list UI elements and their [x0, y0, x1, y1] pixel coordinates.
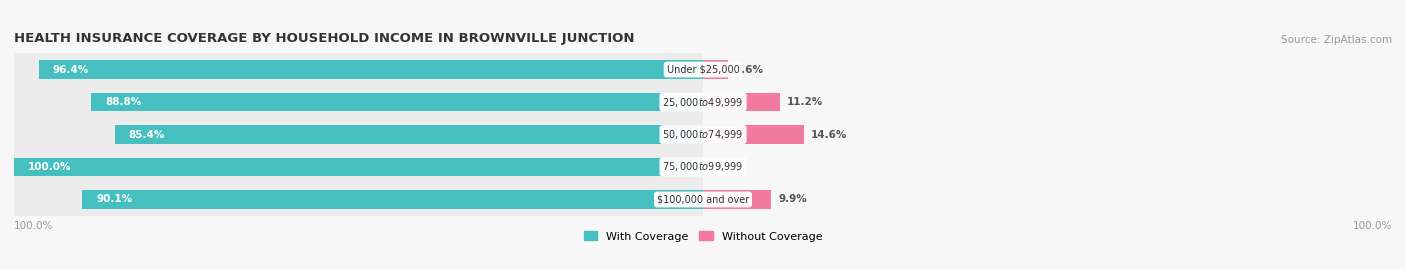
Text: 90.1%: 90.1% — [96, 194, 132, 204]
Bar — [115, 125, 703, 144]
Text: Source: ZipAtlas.com: Source: ZipAtlas.com — [1281, 35, 1392, 45]
Bar — [703, 93, 780, 111]
Bar — [91, 93, 703, 111]
Text: 14.6%: 14.6% — [810, 129, 846, 140]
Text: 88.8%: 88.8% — [105, 97, 141, 107]
Bar — [14, 118, 703, 151]
Bar — [703, 125, 804, 144]
Text: $75,000 to $99,999: $75,000 to $99,999 — [662, 161, 744, 174]
Text: 0.0%: 0.0% — [710, 162, 740, 172]
Bar — [14, 151, 703, 183]
Text: $100,000 and over: $100,000 and over — [657, 194, 749, 204]
Bar — [14, 158, 703, 176]
Bar — [14, 183, 703, 216]
Bar — [14, 53, 703, 86]
Text: 96.4%: 96.4% — [52, 65, 89, 75]
Text: 100.0%: 100.0% — [1353, 221, 1392, 231]
Bar — [703, 60, 728, 79]
Text: HEALTH INSURANCE COVERAGE BY HOUSEHOLD INCOME IN BROWNVILLE JUNCTION: HEALTH INSURANCE COVERAGE BY HOUSEHOLD I… — [14, 32, 634, 45]
Text: 3.6%: 3.6% — [735, 65, 763, 75]
Text: 100.0%: 100.0% — [28, 162, 72, 172]
Text: 100.0%: 100.0% — [14, 221, 53, 231]
Bar — [14, 86, 703, 118]
Text: $50,000 to $74,999: $50,000 to $74,999 — [662, 128, 744, 141]
Bar — [39, 60, 703, 79]
Text: 11.2%: 11.2% — [787, 97, 824, 107]
Legend: With Coverage, Without Coverage: With Coverage, Without Coverage — [579, 227, 827, 246]
Bar — [83, 190, 703, 209]
Text: 9.9%: 9.9% — [778, 194, 807, 204]
Text: $25,000 to $49,999: $25,000 to $49,999 — [662, 95, 744, 108]
Bar — [703, 190, 772, 209]
Text: Under $25,000: Under $25,000 — [666, 65, 740, 75]
Text: 85.4%: 85.4% — [128, 129, 165, 140]
